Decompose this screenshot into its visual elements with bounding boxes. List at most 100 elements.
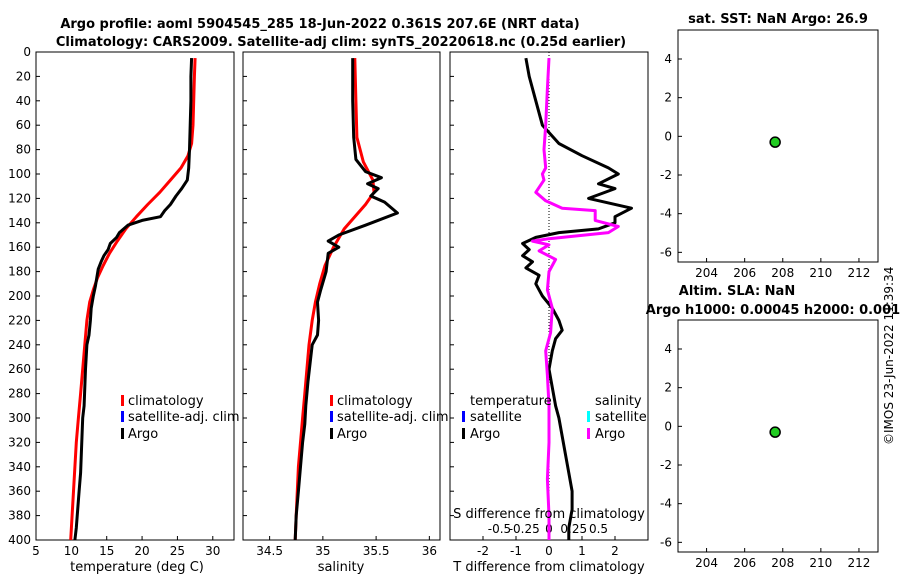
- temperature-ytick-label: 160: [8, 240, 31, 254]
- salinity-panel: 34.5 35 35.5 36: [242, 51, 441, 558]
- legend-label-t-argo: Argo: [470, 427, 500, 442]
- temperature-series-argo: [73, 58, 194, 541]
- difference-xtick-label: -2: [477, 544, 489, 558]
- temperature-xtick-label: 10: [64, 544, 79, 558]
- temperature-ytick-label: 80: [16, 143, 31, 157]
- temperature-ytick-label: 180: [8, 265, 31, 279]
- temperature-panel: 5 10 15 20 25 3002040608010012014016018020022…: [8, 45, 235, 558]
- legend-swatch-t-argo: [462, 428, 465, 439]
- temperature-axes-box: [35, 51, 235, 541]
- sla-xtick-label: 210: [809, 556, 832, 570]
- sst-ytick-label: 2: [664, 91, 672, 105]
- temperature-series-climatology: [69, 58, 197, 541]
- legend-swatch-climatology: [330, 395, 333, 406]
- legend-label-s-argo: Argo: [595, 427, 625, 442]
- salinity-xlabel: salinity: [318, 560, 365, 575]
- sst-ytick-label: -2: [660, 168, 672, 182]
- legend-swatch-s-satellite: [587, 411, 590, 422]
- sla-ytick-label: 2: [664, 381, 672, 395]
- salinity-axes-box: [242, 51, 441, 541]
- temperature-xtick-label: 5: [32, 544, 40, 558]
- legend-label-s-satellite: satellite: [595, 410, 647, 425]
- sst-xtick-label: 206: [733, 266, 756, 280]
- temperature-legend: climatology satellite-adj. clim Argo: [121, 394, 240, 442]
- legend-swatch-satellite: [121, 411, 124, 422]
- sst-xtick-label: 208: [771, 266, 794, 280]
- sst-ytick-label: 0: [664, 129, 672, 143]
- salinity-xtick-label: 35.5: [363, 544, 390, 558]
- legend-header-salinity: salinity: [595, 394, 642, 409]
- temperature-ytick-label: 20: [16, 69, 31, 83]
- figure-title-line2: Climatology: CARS2009. Satellite-adj cli…: [56, 35, 626, 50]
- temperature-xtick-label: 30: [205, 544, 220, 558]
- difference-top-tick-label: -0.25: [509, 522, 540, 536]
- sst-xtick-label: 210: [809, 266, 832, 280]
- difference-top-tick-label: 0.25: [560, 522, 587, 536]
- legend-label-argo: Argo: [337, 427, 367, 442]
- temperature-ytick-label: 200: [8, 289, 31, 303]
- sst-panel: 204 206 208 210 212 4 2 0 -2 -4 -6: [660, 29, 879, 280]
- sst-ytick-label: 4: [664, 52, 672, 66]
- legend-label-satellite: satellite-adj. clim: [337, 410, 449, 425]
- sst-axes-box: [677, 29, 879, 263]
- salinity-xtick-label: 35: [315, 544, 330, 558]
- legend-swatch-satellite: [330, 411, 333, 422]
- sla-xtick-label: 206: [733, 556, 756, 570]
- figure-title-line1: Argo profile: aoml 5904545_285 18-Jun-20…: [60, 17, 579, 32]
- temperature-ytick-label: 220: [8, 313, 31, 327]
- difference-xlabel: T difference from climatology: [452, 560, 645, 575]
- difference-xtick-label: 1: [578, 544, 586, 558]
- sla-axes-box: [677, 319, 879, 553]
- sla-xtick-label: 204: [695, 556, 718, 570]
- temperature-ytick-label: 60: [16, 118, 31, 132]
- temperature-ytick-label: 260: [8, 362, 31, 376]
- sla-ytick-label: 0: [664, 419, 672, 433]
- temperature-ytick-label: 340: [8, 460, 31, 474]
- legend-label-climatology: climatology: [337, 394, 413, 409]
- sst-ytick-label: -6: [660, 245, 672, 259]
- temperature-xtick-label: 20: [134, 544, 149, 558]
- legend-swatch-argo: [330, 428, 333, 439]
- salinity-legend: climatology satellite-adj. clim Argo: [330, 394, 449, 442]
- salinity-xtick-label: 36: [422, 544, 437, 558]
- salinity-series-climatology: [293, 58, 376, 541]
- legend-label-climatology: climatology: [128, 394, 204, 409]
- sla-xtick-label: 208: [771, 556, 794, 570]
- imos-watermark: ©IMOS 23-Jun-2022 11:39:34: [882, 267, 896, 445]
- temperature-ytick-label: 40: [16, 94, 31, 108]
- difference-panel: -2 -1 0 1 2-0.5-0.25 0 0.25 0.5: [449, 51, 649, 558]
- sst-ytick-label: -4: [660, 207, 672, 221]
- sla-ytick-label: 4: [664, 342, 672, 356]
- temperature-xlabel: temperature (deg C): [70, 560, 204, 575]
- temperature-xtick-label: 25: [170, 544, 185, 558]
- temperature-ytick-label: 360: [8, 484, 31, 498]
- temperature-ytick-label: 400: [8, 533, 31, 547]
- salinity-series-argo: [293, 58, 399, 541]
- difference-top-tick-label: 0.5: [589, 522, 608, 536]
- sla-ytick-label: -6: [660, 535, 672, 549]
- temperature-ytick-label: 280: [8, 387, 31, 401]
- difference-top-tick-label: -0.5: [488, 522, 511, 536]
- temperature-ytick-label: 240: [8, 338, 31, 352]
- legend-swatch-t-satellite: [462, 411, 465, 422]
- temperature-ytick-label: 140: [8, 216, 31, 230]
- legend-label-satellite: satellite-adj. clim: [128, 410, 240, 425]
- legend-swatch-argo: [121, 428, 124, 439]
- temperature-ytick-label: 300: [8, 411, 31, 425]
- difference-series-s-diff-argo: [531, 58, 620, 540]
- temperature-ytick-label: 120: [8, 191, 31, 205]
- sla-title-line1: Altim. SLA: NaN: [679, 284, 795, 299]
- difference-xtick-label: -1: [510, 544, 522, 558]
- legend-label-argo: Argo: [128, 427, 158, 442]
- sst-xtick-label: 212: [847, 266, 870, 280]
- temperature-ytick-label: 380: [8, 509, 31, 523]
- salinity-xtick-label: 34.5: [256, 544, 283, 558]
- sla-point: [769, 426, 781, 438]
- difference-legend: temperature satellite Argo salinity sate…: [462, 394, 647, 442]
- difference-xtick-label: 0: [545, 544, 553, 558]
- legend-header-temperature: temperature: [470, 394, 552, 409]
- difference-xtick-label: 2: [611, 544, 619, 558]
- temperature-ytick-label: 0: [23, 45, 31, 59]
- sla-panel: 204 206 208 210 212 4 2 0 -2 -4 -6: [660, 319, 879, 570]
- legend-swatch-s-argo: [587, 428, 590, 439]
